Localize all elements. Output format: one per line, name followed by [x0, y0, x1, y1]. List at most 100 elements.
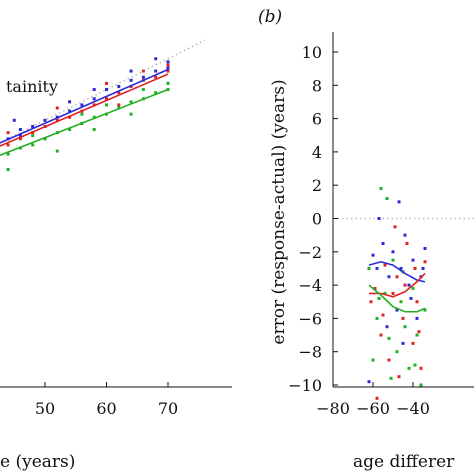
panel-b-point: [421, 266, 425, 270]
panel-b-y-tick-label: 8: [312, 76, 322, 95]
panel-b-point: [381, 313, 385, 317]
panel-a-point: [117, 84, 121, 88]
panel-b-point: [397, 200, 401, 204]
panel-a-point: [154, 57, 158, 61]
panel-b-point: [375, 316, 379, 320]
panel-a-point: [18, 134, 22, 138]
panel-b-point: [377, 217, 381, 220]
panel-a-point: [166, 60, 170, 64]
panel-b-point: [383, 263, 387, 267]
panel-b-point: [379, 333, 383, 337]
panel-b-point: [423, 246, 427, 250]
panel-b-point: [395, 308, 399, 312]
panel-b-point: [411, 286, 415, 290]
panel-b-point: [375, 396, 379, 400]
panel-b-y-tick-label: −6: [298, 309, 322, 328]
panel-b-y-tick-label: 2: [312, 176, 322, 195]
panel-b-point: [391, 291, 395, 295]
panel-a: 50 60 70 tainity e (years): [0, 39, 232, 472]
panel-b-point: [401, 316, 405, 320]
panel-a-fit-line: [0, 73, 169, 147]
panel-a-x-tick-label: 70: [158, 399, 178, 418]
panel-a-point: [92, 128, 96, 132]
panel-a-x-tick-label: 60: [96, 399, 116, 418]
panel-a-point: [18, 137, 22, 141]
panel-a-point: [68, 100, 72, 104]
panel-b-point: [405, 241, 409, 245]
panel-b-point: [411, 341, 415, 345]
panel-b-point: [415, 300, 419, 304]
panel-a-point: [92, 88, 96, 92]
panel-a-marks: 50 60 70: [0, 39, 206, 418]
panel-a-point: [31, 143, 35, 147]
panel-b-point: [381, 241, 385, 245]
panel-b-point: [391, 258, 395, 262]
panel-a-point: [105, 103, 108, 107]
panel-a-point: [6, 152, 10, 156]
panel-b-point: [403, 325, 407, 329]
panel-a-x-axis-title: e (years): [0, 452, 75, 472]
panel-b: 10 8 6 4 2 0 −2 −4 −6 −8 −10 −80 −60 −40 (b) error (r…: [258, 7, 474, 472]
panel-b-point: [419, 366, 423, 370]
panel-a-point: [141, 75, 145, 79]
panel-b-point: [407, 283, 411, 287]
panel-a-point: [105, 88, 108, 92]
panel-b-point: [369, 300, 373, 304]
panel-b-y-axis-title: error (response-actual) (years): [269, 79, 289, 344]
panel-a-fit-line: [0, 88, 169, 157]
panel-b-point: [379, 187, 383, 191]
panel-b-y-tick-label: 0: [312, 210, 322, 229]
panel-b-y-tick-label: 4: [312, 143, 322, 162]
panel-a-point: [141, 88, 145, 92]
panel-b-point: [383, 291, 387, 295]
panel-a-point: [154, 75, 158, 79]
panel-b-y-tick-label: 10: [302, 43, 322, 62]
panel-b-marks: 10 8 6 4 2 0 −2 −4 −6 −8 −10 −80 −60 −40: [288, 43, 474, 418]
panel-a-point: [141, 69, 145, 73]
panel-b-point: [387, 358, 391, 362]
panel-a-point: [6, 143, 10, 147]
panel-a-point: [80, 112, 84, 116]
panel-b-point: [407, 366, 411, 370]
panel-b-x-tick-label: −40: [396, 399, 430, 418]
panel-b-point: [401, 341, 405, 345]
panel-a-point: [55, 118, 59, 122]
panel-a-point: [43, 118, 47, 122]
panel-b-y-tick-label: −2: [298, 243, 322, 262]
panel-a-point: [68, 109, 72, 113]
panel-b-point: [409, 296, 413, 300]
panel-b-x-tick-label: −80: [316, 399, 350, 418]
panel-a-point: [105, 97, 108, 101]
panel-a-point: [92, 115, 96, 119]
panel-a-point: [68, 115, 72, 119]
panel-b-point: [415, 316, 419, 320]
panel-b-y-tick-label: 6: [312, 110, 322, 129]
panel-a-annotation: tainity: [6, 77, 58, 96]
panel-a-point: [55, 106, 59, 110]
panel-b-point: [371, 358, 375, 362]
panel-a-point: [117, 103, 121, 107]
panel-a-point: [68, 128, 72, 132]
panel-b-point: [385, 325, 389, 329]
panel-b-point: [399, 300, 403, 304]
panel-b-point: [387, 336, 391, 340]
panel-a-point: [154, 69, 158, 73]
panel-b-fit-line: [368, 260, 426, 283]
panel-a-identity-line: [0, 39, 206, 144]
panel-a-point: [166, 81, 170, 85]
panel-b-point: [399, 266, 403, 270]
panel-b-point: [371, 253, 375, 257]
panel-a-point: [18, 128, 22, 132]
panel-b-point: [423, 260, 427, 264]
panel-a-point: [43, 137, 47, 141]
panel-a-point: [6, 131, 10, 135]
panel-b-point: [367, 380, 371, 384]
panel-a-point: [92, 97, 96, 101]
panel-a-point: [129, 100, 133, 104]
panel-b-point: [367, 266, 371, 270]
panel-a-point: [117, 91, 121, 95]
panel-b-point: [413, 266, 417, 270]
panel-b-point: [375, 266, 379, 270]
panel-b-point: [393, 225, 397, 229]
panel-a-point: [80, 103, 84, 107]
